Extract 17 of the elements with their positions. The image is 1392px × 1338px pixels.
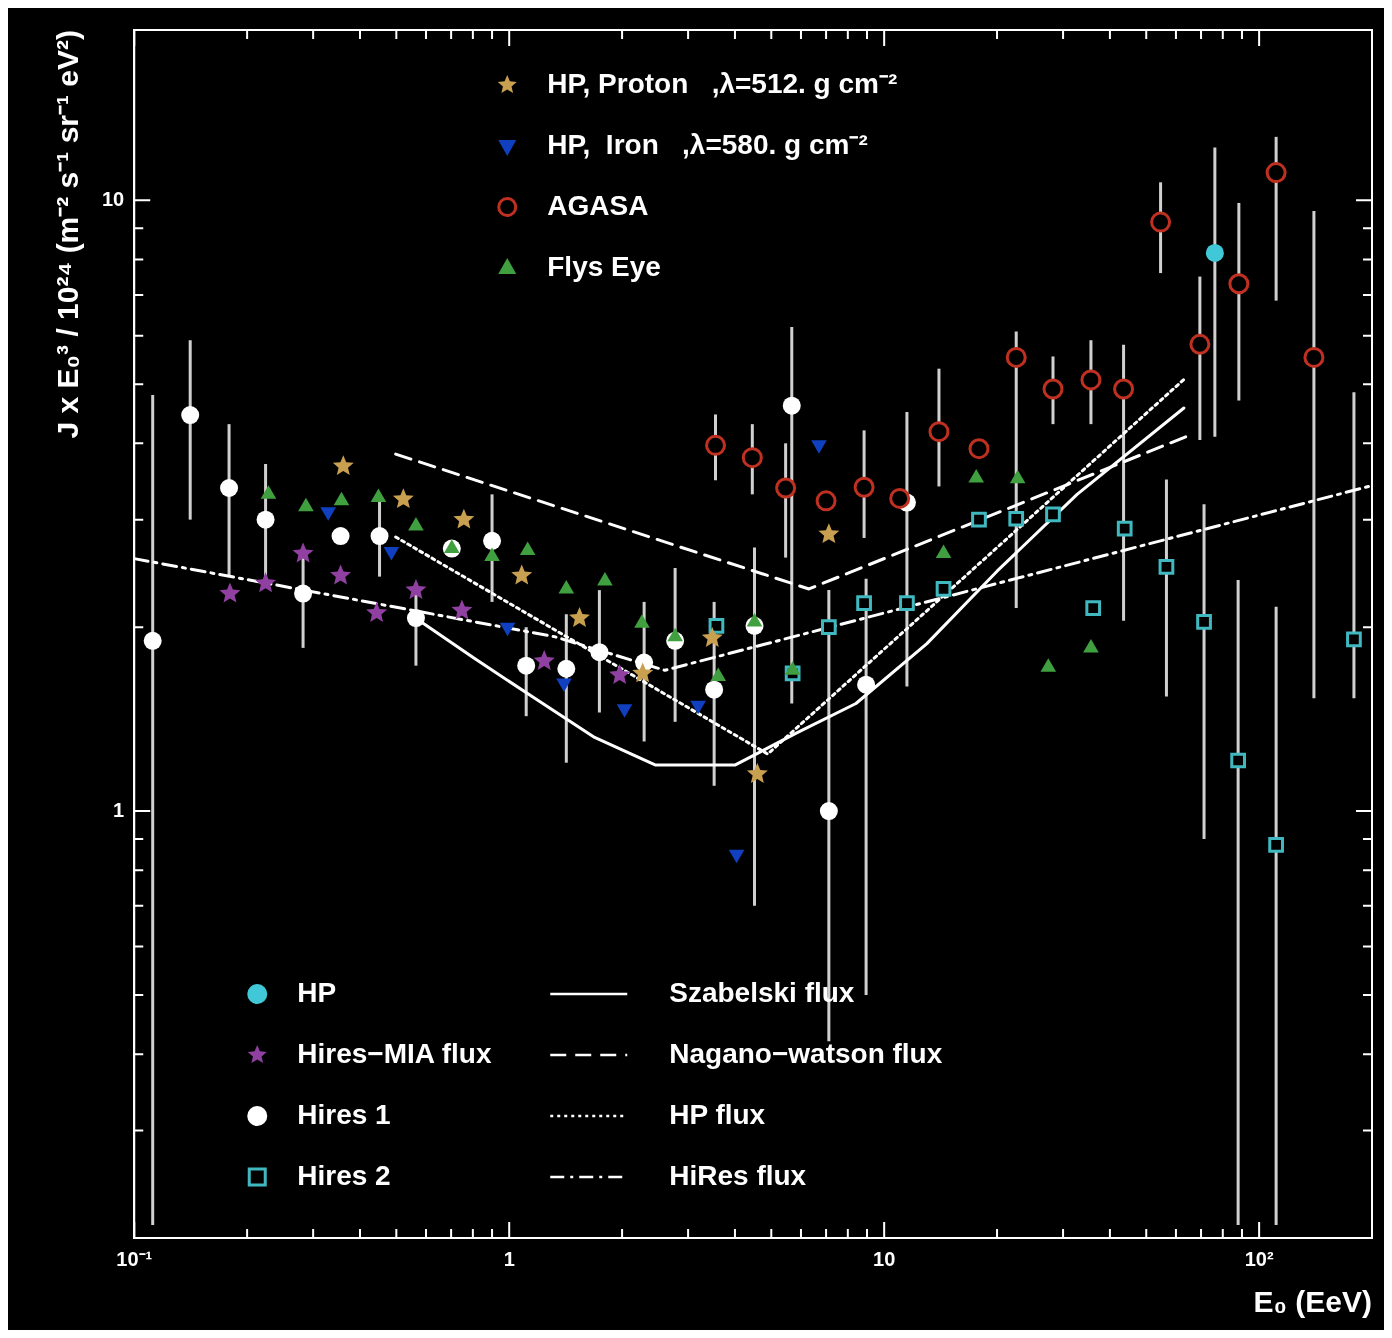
y-axis-title: J x E₀³ / 10²⁴ (m⁻² s⁻¹ sr⁻¹ eV²): [51, 30, 85, 439]
x-tick-label: 10⁻¹: [116, 1247, 153, 1270]
legend-label: Nagano−watson flux: [669, 1037, 943, 1069]
x-tick-label: 10: [873, 1247, 896, 1270]
legend-label: Flys Eye: [547, 250, 661, 282]
x-axis-title: E₀ (EeV): [1253, 1285, 1372, 1319]
legend-label: HP, Proton ,λ=512. g cm⁻²: [547, 67, 898, 99]
legend-label: HP, Iron ,λ=580. g cm⁻²: [547, 128, 868, 160]
legend-label: HP flux: [669, 1098, 766, 1130]
x-tick-label: 1: [503, 1247, 515, 1270]
legend-label: Hires 1: [297, 1098, 391, 1130]
legend-label: HiRes flux: [669, 1159, 807, 1191]
legend-label: Hires−MIA flux: [297, 1037, 492, 1069]
x-tick-label: 10²: [1244, 1247, 1274, 1270]
legend-label: HP: [297, 976, 337, 1008]
legend-label: Hires 2: [297, 1159, 391, 1191]
legend-label: AGASA: [547, 189, 649, 221]
